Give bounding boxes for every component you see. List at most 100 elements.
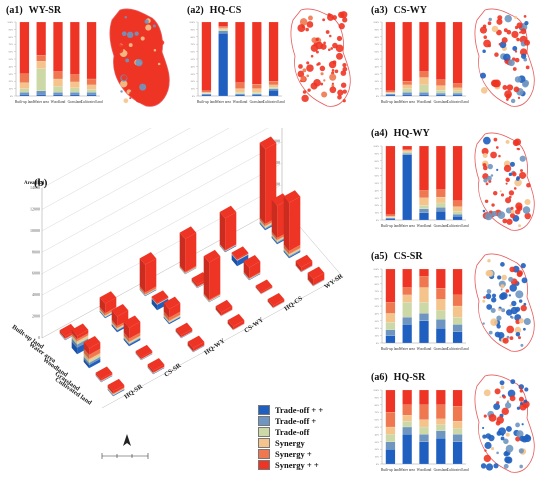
bar-segment [419,419,429,428]
bar-face [107,388,114,395]
bar-segment [452,441,463,465]
bar-segment [419,287,429,303]
bar-face [71,335,78,343]
map-patch [519,464,523,469]
bar-segment [385,426,396,435]
y-tick-label: 40% [191,65,195,68]
bar-top [83,335,101,349]
bar-segment [385,216,396,218]
bar-segment [452,389,463,407]
bar-segment [436,299,446,311]
bar-segment [452,317,463,325]
map-patch [503,28,508,33]
bar-face [89,352,101,362]
bar-face [71,329,78,340]
bar-face [179,232,186,273]
map-patch [157,62,161,66]
map-patch [523,14,527,18]
bar-segment [436,288,446,300]
map-a1 [109,8,170,107]
map-patch [514,209,521,215]
map-patch [117,44,123,49]
bar-segment [419,313,429,321]
map-patch [144,54,153,62]
map-patch [510,209,515,214]
bar-segment [53,71,63,80]
y-tick-label: 80% [375,36,379,39]
legend-swatch [258,437,270,448]
bar-face [99,307,106,316]
bar-segment [385,412,396,428]
bar-face [215,309,222,316]
bar-face [255,287,262,295]
bar-face [307,279,314,286]
bar-face [203,295,210,302]
bar-face [261,287,273,295]
bar-face [113,388,125,395]
bar-face [99,310,106,318]
bar-face [129,335,141,343]
bar-face [219,245,226,252]
bar-face [123,336,130,344]
map-patch [329,86,337,94]
legend-swatch [258,404,270,415]
chart-a5: 0% 10% 20% 30% 40% 50% 60% 70% 80% 90% 100% Built-u… [373,268,468,351]
bar-face [185,265,197,274]
bar-face [271,199,278,239]
chart-b-3d: 0020002000400040006000600080008000100001… [11,128,345,409]
map-patch [500,436,505,441]
category-label: Cultivated land [263,100,285,104]
map-patch [116,24,123,31]
map-patch [337,94,342,100]
bar-face [113,385,125,394]
map-patch [342,66,348,72]
bar-face [221,309,233,317]
bar-face [153,364,165,373]
bar-segment [402,415,412,422]
bar-segment [419,71,429,78]
chart-a6: 0% 10% 20% 30% 40% 50% 60% 70% 80% 90% 100% Built-u… [373,389,468,472]
y-tick-label: 30% [191,73,195,76]
bar-segment [36,21,46,56]
bar-face [193,345,205,352]
map-patch [485,463,494,471]
y-tick-label: 20% [375,204,379,207]
bar-face [301,265,313,272]
bar-segment [436,404,446,419]
bar-face [175,328,182,338]
bar-top [187,335,205,349]
map-patch [488,413,497,422]
bar-face [95,372,102,381]
bar-segment [201,92,212,94]
bar-face [139,288,146,296]
bar-face [71,338,78,348]
bar-face [77,333,89,342]
bar-face [233,323,245,330]
bar-segment [385,145,396,215]
map-patch [315,50,319,54]
bar-face [255,285,262,294]
map-patch [146,88,151,93]
bar-face [113,387,125,395]
bar-top [175,322,193,336]
bar-segment [436,268,446,289]
bar-segment [402,81,412,85]
bar-face [193,341,205,352]
bar-segment [436,389,446,405]
y-tick-label: 60% [375,419,379,422]
map-patch [515,332,521,337]
bar-segment [385,313,396,323]
bar-segment [419,404,429,420]
map-patch [502,85,508,90]
map-patch [509,161,515,167]
bar-face [129,321,141,339]
bar-face [59,333,66,340]
y-tick-label: 30% [375,197,379,200]
bar-face [313,279,325,286]
z-tick-label: 8000 [32,249,40,254]
bar-face [89,348,101,360]
bar-face [157,296,169,304]
y-tick-label: 90% [9,28,13,31]
bar-segment [402,302,412,318]
bar-face [59,332,66,340]
